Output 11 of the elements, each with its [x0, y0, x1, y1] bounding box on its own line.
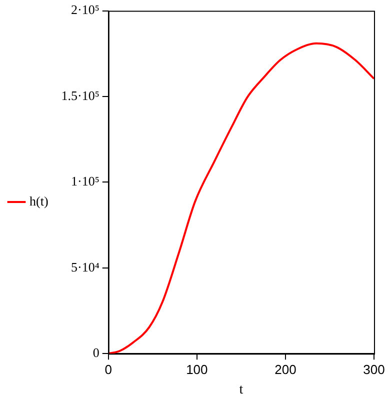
x-tick-label: 200 [274, 362, 296, 377]
y-tick-label: 2·10⁵ [71, 2, 100, 18]
legend-label: h(t) [30, 193, 48, 208]
x-tick-label: 0 [104, 362, 112, 377]
x-tick-label: 300 [363, 362, 385, 377]
x-axis-title: t [239, 382, 244, 398]
y-tick-label: 0 [92, 345, 100, 360]
y-tick-label: 1·10⁵ [71, 174, 100, 189]
x-tick-label: 100 [186, 362, 208, 377]
y-tick-label: 1.5·10⁵ [61, 88, 100, 103]
y-tick-label: 5·10⁴ [71, 259, 100, 274]
